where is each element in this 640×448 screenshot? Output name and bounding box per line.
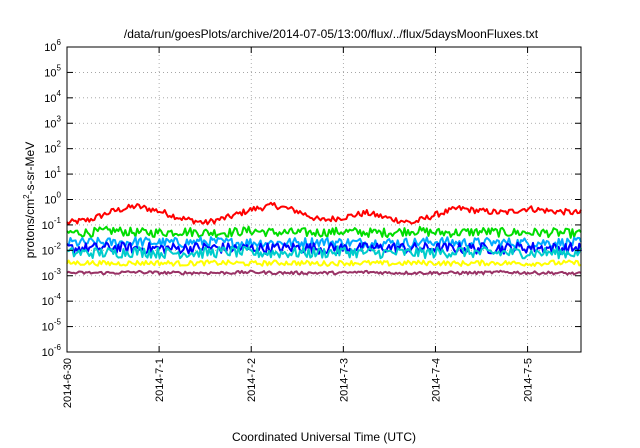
- y-tick-base: 10: [44, 42, 56, 54]
- y-tick-label: 10-1: [42, 216, 62, 232]
- y-tick-base: 10: [42, 220, 54, 232]
- y-tick-base: 10: [44, 195, 56, 207]
- series-line-2: [66, 236, 582, 249]
- y-tick-label: 106: [44, 38, 61, 54]
- series-line-1: [66, 225, 582, 239]
- y-tick-label: 10-5: [42, 318, 62, 334]
- y-tick-exponent: 0: [57, 191, 62, 200]
- y-tick-label: 104: [44, 89, 61, 105]
- x-tick-label: 2014-7-5: [523, 358, 535, 402]
- x-tick-label: 2014-7-1: [154, 358, 166, 402]
- y-tick-exponent: 5: [57, 63, 62, 72]
- series-line-6: [66, 269, 582, 276]
- y-tick-exponent: -6: [54, 343, 62, 352]
- x-tick-label: 2014-7-3: [338, 358, 350, 402]
- y-tick-base: 10: [42, 271, 54, 283]
- y-tick-base: 10: [42, 245, 54, 257]
- y-tick-base: 10: [42, 322, 54, 334]
- y-tick-base: 10: [42, 296, 54, 308]
- series-lines: [66, 201, 582, 276]
- y-tick-exponent: -3: [54, 267, 62, 276]
- x-axis-label: Coordinated Universal Time (UTC): [232, 430, 416, 444]
- y-tick-label: 100: [44, 191, 61, 207]
- y-tick-label: 102: [44, 140, 61, 156]
- y-tick-exponent: -4: [54, 292, 62, 301]
- y-axis-label: protons/cm2-s-sr-MeV: [22, 142, 37, 258]
- y-tick-label: 103: [44, 114, 61, 130]
- y-tick-label: 10-2: [42, 241, 62, 257]
- series-line-0: [66, 201, 582, 226]
- y-tick-label: 10-4: [42, 292, 62, 308]
- y-tick-exponent: 6: [57, 38, 62, 47]
- y-tick-base: 10: [44, 118, 56, 130]
- y-tick-base: 10: [44, 169, 56, 181]
- y-tick-exponent: 1: [57, 165, 62, 174]
- y-tick-label: 101: [44, 165, 61, 181]
- y-tick-label: 10-6: [42, 343, 62, 359]
- x-tick-label: 2014-7-2: [246, 358, 258, 402]
- axis-ticks: [66, 46, 581, 353]
- y-tick-exponent: -5: [54, 318, 62, 327]
- y-tick-exponent: -2: [54, 241, 62, 250]
- y-tick-base: 10: [44, 144, 56, 156]
- y-tick-exponent: -1: [54, 216, 62, 225]
- x-tick-label: 2014-6-30: [62, 358, 74, 408]
- grid: [67, 47, 581, 352]
- y-tick-exponent: 2: [57, 140, 62, 149]
- y-tick-labels: 10-610-510-410-310-210-11001011021031041…: [42, 38, 62, 359]
- y-tick-label: 10-3: [42, 267, 62, 283]
- x-tick-label: 2014-7-4: [430, 358, 442, 402]
- y-tick-base: 10: [44, 93, 56, 105]
- series-line-4: [66, 245, 582, 260]
- y-tick-base: 10: [42, 347, 54, 359]
- y-tick-label: 105: [44, 63, 61, 79]
- y-tick-exponent: 4: [57, 89, 62, 98]
- series-line-5: [66, 259, 582, 267]
- y-tick-base: 10: [44, 67, 56, 79]
- chart-title: /data/run/goesPlots/archive/2014-07-05/1…: [124, 27, 539, 41]
- x-tick-labels: 2014-6-30 2014-7-1 2014-7-2 2014-7-3 2014-7-…: [62, 358, 535, 408]
- y-tick-exponent: 3: [57, 114, 62, 123]
